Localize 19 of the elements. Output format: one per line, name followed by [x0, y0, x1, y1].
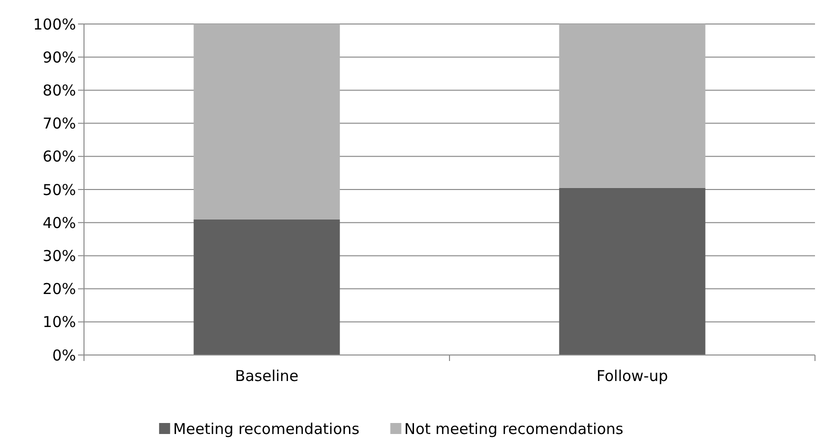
bar — [559, 188, 706, 355]
bar — [194, 24, 340, 220]
x-tick-label: Follow-up — [596, 367, 668, 385]
y-tick-label: 40% — [42, 214, 76, 232]
y-tick-label: 80% — [42, 81, 76, 100]
legend-label: Meeting recomendations — [173, 420, 360, 438]
y-tick-label: 0% — [52, 346, 76, 364]
y-tick-label: 10% — [42, 313, 76, 332]
x-tick-label: Baseline — [234, 367, 299, 385]
bar — [559, 24, 706, 188]
y-tick-label: 60% — [42, 148, 76, 166]
y-tick-label: 50% — [42, 180, 76, 199]
y-tick-label: 90% — [42, 48, 76, 66]
y-tick-label: 20% — [42, 280, 76, 298]
legend-label: Not meeting recomendations — [404, 420, 624, 438]
y-tick-label: 70% — [42, 114, 76, 133]
y-tick-label: 100% — [33, 15, 76, 34]
bar — [194, 219, 340, 355]
y-tick-label: 30% — [42, 246, 76, 265]
